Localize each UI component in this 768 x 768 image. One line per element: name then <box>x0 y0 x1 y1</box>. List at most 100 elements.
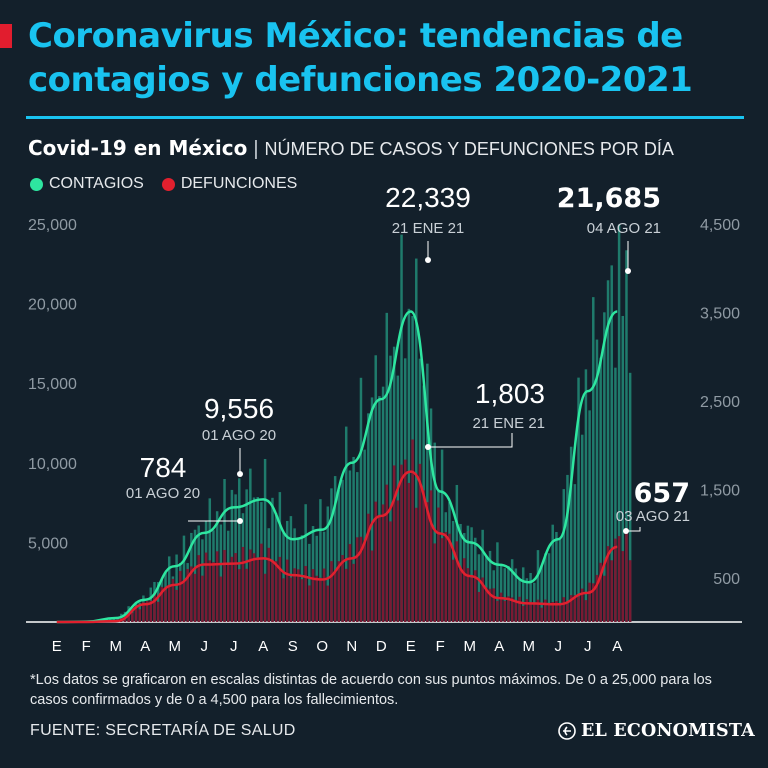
deaths-bar <box>260 543 263 622</box>
deaths-bar <box>252 553 256 622</box>
deaths-bar <box>363 540 366 622</box>
deaths-bar <box>186 568 189 622</box>
cases-bar <box>477 554 481 622</box>
footnote: *Los datos se graficaron en escalas dist… <box>30 672 712 708</box>
deaths-bar <box>573 595 577 622</box>
annotation-value: 9,556 <box>204 393 274 424</box>
cases-bar <box>544 553 547 622</box>
deaths-bar <box>566 603 569 622</box>
cases-bar <box>330 488 333 622</box>
cases-bar <box>326 506 330 622</box>
right-tick-label: 2,500 <box>700 394 740 411</box>
annotation-dot <box>237 518 243 524</box>
deaths-bar <box>437 507 440 622</box>
deaths-bar <box>374 501 377 622</box>
cases-bar <box>507 565 510 622</box>
deaths-bar <box>418 463 422 622</box>
deaths-bar <box>485 587 488 622</box>
deaths-bar <box>193 573 197 622</box>
cases-bar <box>588 410 591 622</box>
cases-bar <box>308 543 311 622</box>
deaths-bar <box>389 521 392 622</box>
deaths-bar <box>614 538 617 622</box>
deaths-bar <box>411 439 414 622</box>
cases-bar <box>385 312 389 622</box>
annotation-leader <box>626 527 641 532</box>
month-tick-label: O <box>316 638 328 655</box>
month-tick-label: E <box>52 638 62 655</box>
annotation-date: 21 ENE 21 <box>472 415 545 432</box>
cases-bar <box>396 375 400 622</box>
deaths-bar <box>204 552 208 622</box>
cases-bar <box>540 565 543 622</box>
deaths-bar <box>238 569 241 622</box>
cases-bar <box>603 312 606 622</box>
brand-name: EL ECONOMISTA <box>581 721 755 741</box>
right-tick-label: 3,500 <box>700 305 740 322</box>
deaths-bar <box>352 563 355 622</box>
annotation-dot <box>237 471 243 477</box>
deaths-bar <box>448 533 451 622</box>
month-tick-label: J <box>584 638 592 655</box>
deaths-bar <box>444 531 448 622</box>
cases-bar <box>562 489 566 622</box>
deaths-bar <box>333 571 337 622</box>
annotation-value: 1,803 <box>475 378 545 409</box>
deaths-bar <box>496 600 499 622</box>
deaths-bar <box>127 612 130 622</box>
cases-bar <box>510 559 514 622</box>
legend-cases: CONTAGIOS <box>30 175 144 193</box>
deaths-bar <box>201 575 204 622</box>
deaths-bar <box>459 570 462 622</box>
cases-bar <box>289 516 293 622</box>
deaths-bar <box>300 579 304 622</box>
deaths-bar <box>544 599 547 622</box>
deaths-bar <box>293 568 296 622</box>
deaths-bar <box>440 538 444 622</box>
headline: Coronavirus México: tendencias de contag… <box>28 16 693 100</box>
deaths-bar <box>215 551 219 622</box>
deaths-bar <box>167 585 171 622</box>
legend-deaths-label: DEFUNCIONES <box>180 175 298 192</box>
cases-bar <box>514 568 518 622</box>
brand-logo-icon <box>558 722 576 740</box>
annotation-value: 784 <box>140 452 187 483</box>
deaths-bar <box>555 601 558 622</box>
deaths-bar <box>455 541 459 622</box>
cases-bar <box>238 478 241 622</box>
right-tick-label: 1,500 <box>700 482 740 499</box>
cases-bar <box>536 550 540 622</box>
cases-bar <box>363 449 366 622</box>
month-tick-label: M <box>464 638 477 655</box>
deaths-bar <box>359 536 363 622</box>
cases-bar <box>415 258 418 622</box>
deaths-bar <box>219 576 223 622</box>
cases-bar <box>374 355 377 622</box>
deaths-bar <box>190 566 193 622</box>
annotation-date: 01 AGO 20 <box>202 427 276 444</box>
cases-bar <box>400 234 403 622</box>
cases-bar <box>551 524 554 622</box>
deaths-bar <box>330 561 333 622</box>
cases-bar <box>341 479 344 622</box>
cases-bar <box>245 489 248 622</box>
deaths-bar <box>403 459 407 622</box>
cases-bar <box>116 616 119 622</box>
month-tick-label: F <box>436 638 445 655</box>
annotation-dot <box>625 268 631 274</box>
deaths-bar <box>422 490 425 622</box>
deaths-bar <box>208 560 212 622</box>
cases-bar <box>370 397 374 622</box>
deaths-bar <box>529 602 532 622</box>
annotation-dot <box>425 257 431 263</box>
deaths-bar <box>142 602 145 622</box>
deaths-bar <box>503 600 507 622</box>
left-tick-label: 5,000 <box>28 535 68 552</box>
cases-bar <box>304 504 307 622</box>
cases-bar <box>577 377 580 622</box>
cases-bar <box>503 568 507 622</box>
deaths-bar <box>628 560 632 622</box>
deaths-bar <box>308 585 311 622</box>
deaths-bar <box>525 599 529 622</box>
deaths-bar <box>477 591 481 622</box>
